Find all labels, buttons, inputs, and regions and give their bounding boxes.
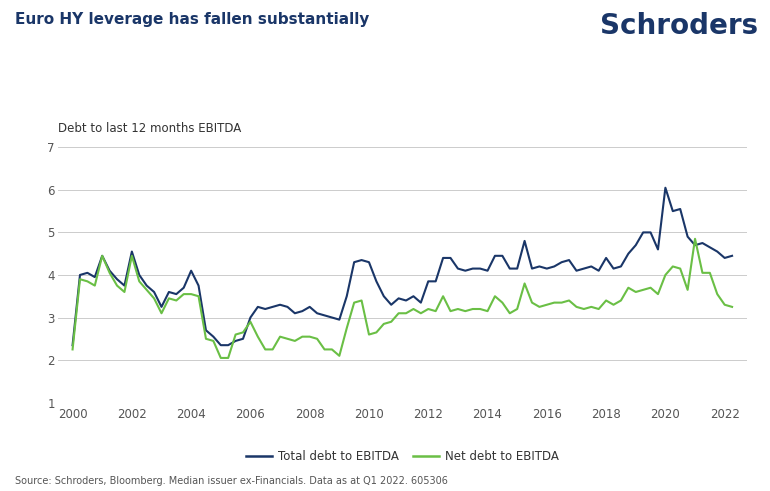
Text: Debt to last 12 months EBITDA: Debt to last 12 months EBITDA — [58, 122, 241, 135]
Text: Schroders: Schroders — [601, 12, 758, 40]
Text: Euro HY leverage has fallen substantially: Euro HY leverage has fallen substantiall… — [15, 12, 370, 27]
Text: Source: Schroders, Bloomberg. Median issuer ex-Financials. Data as at Q1 2022. 6: Source: Schroders, Bloomberg. Median iss… — [15, 476, 448, 486]
Legend: Total debt to EBITDA, Net debt to EBITDA: Total debt to EBITDA, Net debt to EBITDA — [241, 446, 564, 468]
